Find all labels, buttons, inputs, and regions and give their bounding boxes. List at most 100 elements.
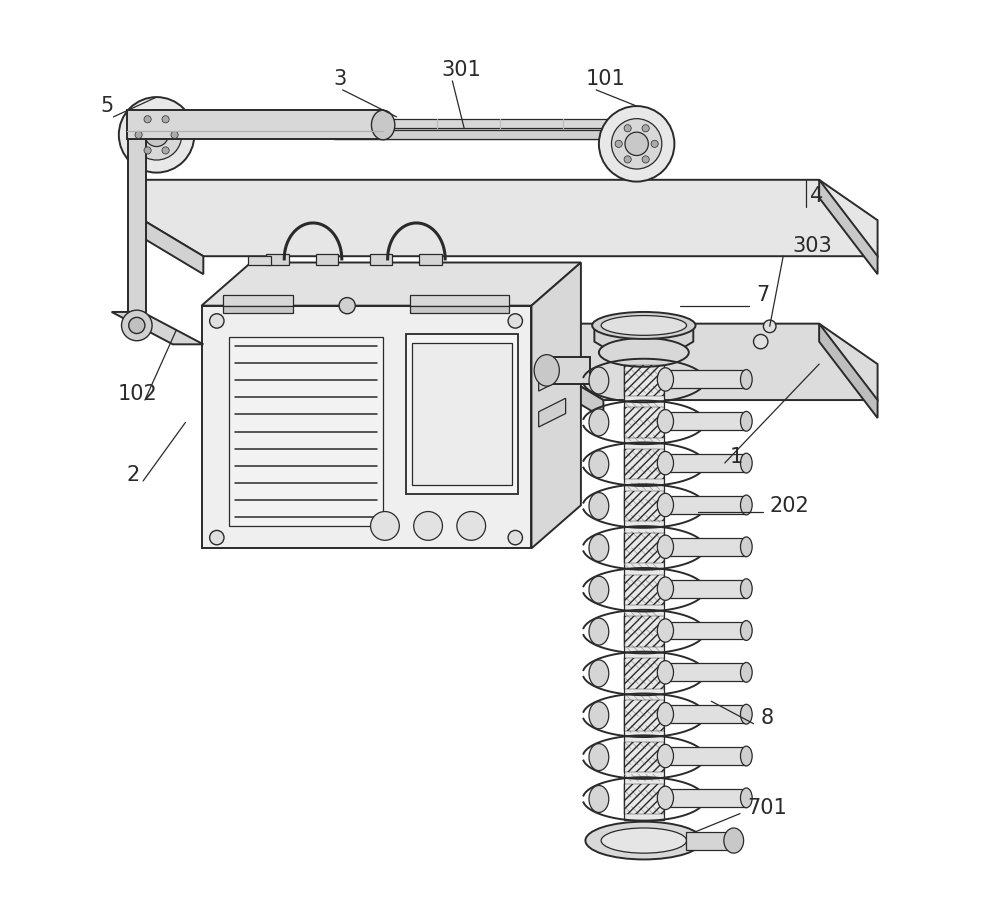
Polygon shape (248, 256, 271, 265)
Ellipse shape (589, 786, 609, 813)
Circle shape (642, 156, 649, 163)
Polygon shape (316, 254, 338, 265)
Circle shape (162, 147, 169, 154)
Polygon shape (410, 306, 509, 313)
Circle shape (122, 310, 152, 341)
Ellipse shape (740, 537, 752, 556)
Ellipse shape (740, 453, 752, 473)
Ellipse shape (585, 822, 702, 859)
Circle shape (371, 512, 399, 540)
Polygon shape (665, 496, 746, 514)
Circle shape (625, 132, 648, 156)
Bar (624, 365, 664, 396)
Circle shape (414, 512, 442, 540)
Polygon shape (334, 130, 630, 139)
Ellipse shape (601, 828, 687, 853)
Ellipse shape (589, 367, 609, 394)
Bar (624, 449, 664, 479)
Polygon shape (531, 263, 581, 548)
Polygon shape (334, 119, 630, 128)
Bar (412, 343, 512, 485)
Circle shape (144, 116, 151, 123)
Ellipse shape (589, 576, 609, 603)
Text: 1: 1 (729, 447, 742, 467)
Bar (624, 574, 664, 605)
Ellipse shape (740, 412, 752, 432)
Ellipse shape (657, 702, 674, 725)
Circle shape (611, 119, 662, 169)
Polygon shape (223, 295, 293, 306)
Polygon shape (112, 312, 203, 344)
Ellipse shape (740, 704, 752, 724)
Ellipse shape (657, 410, 674, 433)
Polygon shape (665, 789, 746, 807)
Polygon shape (665, 705, 746, 723)
Circle shape (129, 317, 145, 334)
Polygon shape (665, 621, 746, 639)
Ellipse shape (534, 355, 559, 387)
Circle shape (144, 147, 151, 154)
Ellipse shape (657, 787, 674, 810)
Text: 3: 3 (334, 69, 347, 89)
Text: 2: 2 (127, 465, 140, 485)
Polygon shape (127, 110, 383, 139)
Polygon shape (266, 254, 289, 265)
Polygon shape (370, 254, 392, 265)
Circle shape (642, 125, 649, 132)
Ellipse shape (589, 493, 609, 520)
Circle shape (457, 512, 486, 540)
Ellipse shape (601, 316, 687, 335)
Text: 8: 8 (761, 708, 774, 727)
Text: 7: 7 (756, 285, 769, 305)
Ellipse shape (740, 746, 752, 766)
Ellipse shape (599, 338, 689, 367)
Ellipse shape (657, 577, 674, 601)
Polygon shape (410, 295, 509, 306)
Polygon shape (136, 180, 878, 256)
Ellipse shape (657, 451, 674, 475)
Bar (624, 617, 664, 646)
Ellipse shape (657, 661, 674, 684)
Polygon shape (536, 360, 603, 418)
Ellipse shape (657, 535, 674, 558)
Circle shape (162, 116, 169, 123)
Circle shape (508, 530, 522, 545)
Ellipse shape (589, 409, 609, 436)
Bar (229, 337, 383, 526)
Circle shape (624, 125, 631, 132)
Text: 5: 5 (100, 96, 113, 116)
Polygon shape (202, 306, 531, 548)
Polygon shape (419, 254, 442, 265)
Text: 303: 303 (792, 236, 832, 255)
Bar (624, 742, 664, 772)
Ellipse shape (589, 743, 609, 770)
Ellipse shape (740, 788, 752, 808)
Polygon shape (128, 139, 146, 333)
Polygon shape (665, 454, 746, 472)
Circle shape (119, 97, 194, 173)
Ellipse shape (657, 368, 674, 391)
Ellipse shape (740, 663, 752, 682)
Ellipse shape (740, 620, 752, 640)
Circle shape (131, 110, 182, 160)
Ellipse shape (724, 828, 744, 853)
Circle shape (615, 140, 622, 147)
Ellipse shape (740, 579, 752, 599)
Bar (624, 361, 664, 820)
Bar (624, 533, 664, 563)
Ellipse shape (657, 744, 674, 768)
Polygon shape (539, 362, 566, 391)
Bar (624, 784, 664, 814)
Polygon shape (819, 180, 878, 274)
Ellipse shape (657, 494, 674, 517)
Circle shape (145, 123, 168, 147)
Polygon shape (223, 306, 293, 313)
Text: 4: 4 (810, 186, 823, 206)
Circle shape (508, 314, 522, 328)
Bar (624, 407, 664, 438)
Ellipse shape (589, 619, 609, 645)
Text: 301: 301 (442, 60, 481, 80)
Polygon shape (334, 128, 630, 139)
Ellipse shape (371, 111, 395, 139)
Circle shape (339, 298, 355, 314)
